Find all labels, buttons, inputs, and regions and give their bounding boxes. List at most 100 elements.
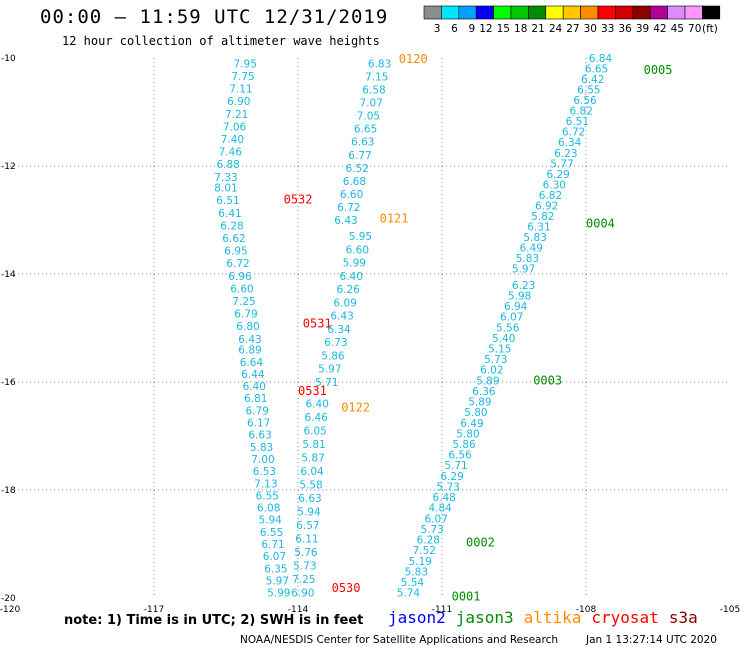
wave-height-value: 6.96 <box>228 271 252 283</box>
pass-number-label: 0002 <box>466 535 495 549</box>
wave-height-value: 6.44 <box>241 369 265 381</box>
wave-height-value: 5.71 <box>315 377 338 389</box>
wave-height-value: 5.77 <box>550 158 573 170</box>
pass-labels: 0120 0121 0122 0532 0531 0531 0530 0005 0004 0003… <box>284 52 673 603</box>
wave-height-value: 5.86 <box>452 439 476 451</box>
wave-height-value: 6.84 <box>589 53 613 65</box>
wave-height-value: 6.82 <box>570 106 593 118</box>
pass-number-label: 0121 <box>380 211 409 225</box>
wave-height-value: 6.55 <box>260 527 283 539</box>
wave-height-value: 6.29 <box>440 471 463 483</box>
pass-number-label: 0531 <box>303 317 332 331</box>
color-tick-label: 18 <box>514 23 527 35</box>
legend-jason3: jason3 <box>455 608 514 627</box>
wave-height-value: 6.57 <box>296 520 319 532</box>
units-note: note: 1) Time is in UTC; 2) SWH is in fe… <box>64 613 364 628</box>
wave-height-value: 6.63 <box>248 430 271 442</box>
wave-height-value: 5.86 <box>321 350 345 362</box>
pass-number-label: 0120 <box>399 52 428 66</box>
wave-height-value: 6.28 <box>220 220 243 232</box>
wave-height-value: 6.41 <box>218 208 241 220</box>
color-tick-label: 36 <box>618 23 632 35</box>
wave-height-value: 6.04 <box>300 466 324 478</box>
wave-height-value: 6.28 <box>417 535 440 547</box>
wave-height-value: 7.46 <box>219 147 243 159</box>
wave-height-value: 5.83 <box>516 253 539 265</box>
color-tick-label: 42 <box>653 23 666 35</box>
wave-height-value: 5.73 <box>484 354 507 366</box>
wave-height-value: 5.19 <box>409 556 432 568</box>
wave-height-value: 5.15 <box>488 343 511 355</box>
color-tick-label: 45 <box>671 23 684 35</box>
latitude-tick-label: -10 <box>1 54 16 64</box>
pass-number-label: 0003 <box>533 373 562 387</box>
color-swatch <box>702 5 721 20</box>
wave-height-value: 7.52 <box>413 545 436 557</box>
wave-height-value: 6.51 <box>216 195 239 207</box>
wave-height-value: 6.09 <box>333 297 356 309</box>
wave-height-value: 5.73 <box>293 561 316 573</box>
wave-height-value: 6.89 <box>238 345 261 357</box>
wave-height-value: 6.71 <box>261 539 284 551</box>
footer-credit: NOAA/NESDIS Center for Satellite Applica… <box>240 634 717 646</box>
wave-height-value: 6.79 <box>246 405 269 417</box>
wave-height-value: 6.63 <box>351 137 374 149</box>
wave-height-value: 6.68 <box>343 176 366 188</box>
latitude-tick-label: -14 <box>1 270 16 280</box>
wave-height-value: 5.80 <box>456 428 479 440</box>
wave-height-value: 5.99 <box>343 258 366 270</box>
wave-height-value: 6.88 <box>216 159 239 171</box>
longitude-tick-label: -108 <box>576 605 597 615</box>
pass-number-label: 0005 <box>644 63 673 77</box>
wave-height-value: 6.34 <box>327 324 351 336</box>
wave-height-value: 6.11 <box>295 534 318 546</box>
wave-height-value: 6.92 <box>535 200 558 212</box>
pass-number-label: 0530 <box>332 581 361 595</box>
wave-height-value: 6.55 <box>577 85 600 97</box>
wave-height-value: 5.97 <box>318 364 341 376</box>
wave-height-value: 7.06 <box>223 121 247 133</box>
legend-jason2: jason2 <box>388 608 446 627</box>
wave-height-value: 6.49 <box>460 418 483 430</box>
wave-height-value: 6.07 <box>500 312 523 324</box>
pass-number-label: 0532 <box>284 192 313 206</box>
wave-height-value: 6.95 <box>224 246 247 258</box>
wave-height-value: 5.95 <box>349 231 372 243</box>
wave-height-value: 6.55 <box>256 490 279 502</box>
wave-height-value: 6.36 <box>472 386 496 398</box>
wave-height-value: 6.60 <box>340 189 363 201</box>
wave-height-value: 6.23 <box>512 280 535 292</box>
wave-height-value: 6.90 <box>227 96 250 108</box>
wave-height-value: 6.29 <box>546 169 569 181</box>
wave-height-value: 6.34 <box>558 137 582 149</box>
wave-height-value: 7.00 <box>251 454 274 466</box>
color-tick-label: 30 <box>584 23 597 35</box>
wave-height-value: 6.62 <box>222 233 245 245</box>
wave-height-value: 6.77 <box>348 150 371 162</box>
wave-height-value: 6.56 <box>448 450 472 462</box>
longitude-tick-label: -117 <box>144 605 164 615</box>
wave-height-value: 6.43 <box>334 215 357 227</box>
wave-height-value: 6.72 <box>337 202 360 214</box>
wave-height-value: 6.40 <box>340 271 363 283</box>
wave-height-value: 5.83 <box>523 232 546 244</box>
legend-s3a: s3a <box>668 608 698 627</box>
wave-height-value: 7.25 <box>292 574 315 586</box>
latitude-tick-label: -16 <box>1 378 16 388</box>
color-tick-label: 27 <box>566 23 579 35</box>
color-unit-label: (ft) <box>702 23 718 35</box>
map-subtitle: 12 hour collection of altimeter wave hei… <box>62 34 380 48</box>
wave-height-value: 5.58 <box>299 480 322 492</box>
wave-height-value: 7.25 <box>232 296 255 308</box>
wave-height-value: 6.43 <box>238 334 261 346</box>
wave-height-value: 7.13 <box>254 478 277 490</box>
wave-height-value: 6.72 <box>226 258 249 270</box>
wave-height-value: 5.74 <box>397 588 421 600</box>
wave-height-value: 6.73 <box>324 337 347 349</box>
wave-height-value: 6.63 <box>298 493 321 505</box>
wave-height-value: 6.23 <box>554 148 577 160</box>
wave-height-value: 6.56 <box>573 95 597 107</box>
color-scale-legend: 3 6 9 12 15 18 21 24 27 30 33 36 39 42 45 70 (ft) <box>423 5 721 35</box>
wave-height-value: 6.08 <box>257 503 280 515</box>
